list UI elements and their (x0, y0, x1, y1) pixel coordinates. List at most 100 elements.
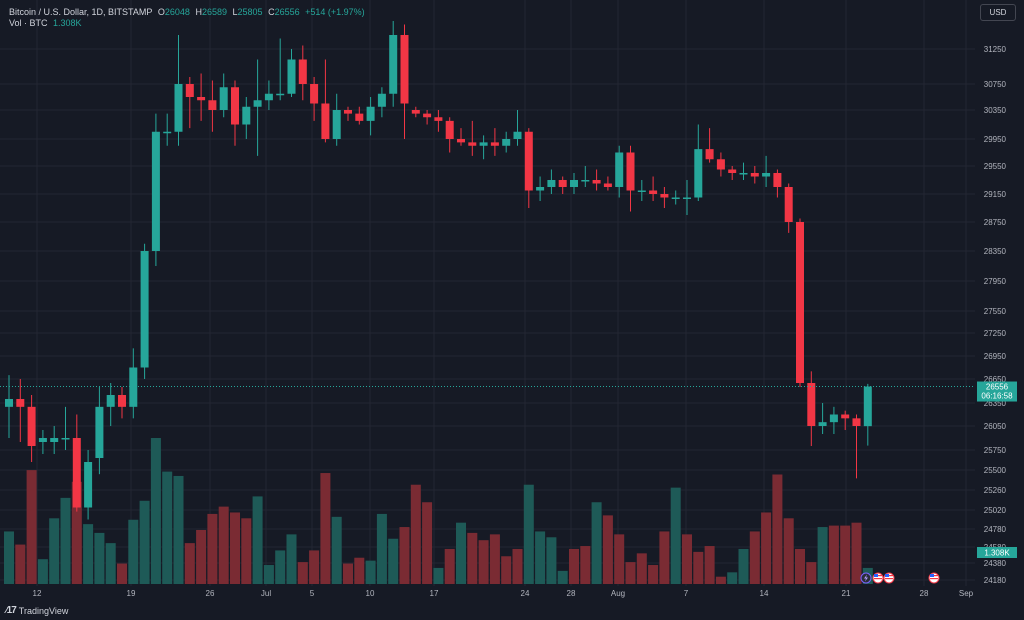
tradingview-logo[interactable]: ⁄17 TradingView (6, 605, 68, 616)
candle-body (151, 131, 160, 251)
candle (649, 176, 658, 201)
volume-bar (648, 565, 659, 584)
candle (50, 426, 59, 454)
candle-body (174, 84, 183, 132)
candle-body (490, 142, 499, 146)
high-label: H (195, 7, 202, 17)
candle-body (95, 406, 104, 458)
us-flag-icon[interactable] (883, 572, 895, 584)
price-tick-label: 27550 (984, 307, 1007, 316)
volume-bar (512, 548, 523, 584)
volume-bar (117, 563, 127, 584)
volume-bar (467, 532, 478, 584)
time-tick-label: 28 (567, 589, 576, 598)
symbol-title[interactable]: Bitcoin / U.S. Dollar, 1D, BITSTAMP (9, 7, 153, 17)
volume-bar (580, 546, 591, 584)
open-value: 26048 (164, 7, 190, 17)
candle (310, 77, 319, 121)
candle-body (208, 100, 217, 110)
volume-bar (478, 540, 489, 584)
volume-bar (343, 563, 353, 584)
volume-bar (83, 524, 94, 584)
candle (716, 152, 725, 177)
volume-bar (591, 502, 602, 584)
candle-body (219, 87, 228, 110)
candle-body (468, 142, 477, 146)
volume-bar (772, 474, 783, 584)
events-row[interactable] (860, 572, 940, 584)
candle (818, 403, 827, 434)
us-flag-icon[interactable] (928, 572, 940, 584)
candle (468, 120, 477, 156)
candle-body (570, 180, 578, 187)
candle-body (705, 149, 714, 160)
candle (253, 59, 262, 156)
candle (174, 35, 183, 146)
candle-body (524, 131, 533, 191)
volume-bar (569, 548, 579, 584)
candle-body (615, 152, 624, 187)
candle (547, 169, 556, 194)
lightning-icon[interactable] (860, 572, 872, 584)
candle (615, 145, 624, 198)
time-tick-label: 17 (430, 589, 439, 598)
time-axis[interactable]: 12 19 26 Jul 5 10 17 24 28 Aug 7 14 21 28 Sep (33, 589, 974, 598)
candle-body (750, 173, 759, 177)
candle-body (27, 406, 36, 446)
close-value: 26556 (274, 7, 300, 17)
candle-body (660, 194, 669, 198)
candle (27, 395, 36, 462)
candle (287, 49, 296, 97)
currency-button[interactable]: USD (980, 4, 1016, 21)
last-price-label-bg (977, 381, 1017, 402)
volume-label[interactable]: Vol · BTC (9, 18, 48, 28)
volume-bar (715, 576, 726, 584)
time-tick-label: 26 (206, 589, 215, 598)
volume-bar (602, 515, 613, 584)
volume-bar (297, 562, 308, 584)
us-flag-icon[interactable] (872, 572, 884, 584)
candle-body (321, 103, 330, 139)
candle (163, 113, 172, 146)
volume-bar (783, 518, 794, 584)
candle-body (377, 93, 386, 107)
price-axis[interactable]: 31250 30750 30350 29950 29550 29150 28750 28350… (984, 45, 1007, 585)
volume-bar (523, 484, 534, 584)
candle (796, 218, 804, 387)
candle (197, 73, 206, 121)
tradingview-brand-text: TradingView (18, 605, 69, 616)
volume-bar (410, 484, 421, 584)
candle-body (423, 113, 432, 118)
open-label: O (157, 7, 165, 17)
price-tick-label: 24780 (984, 525, 1007, 534)
candle-body (5, 399, 13, 407)
volume-bar (546, 537, 557, 584)
candle-body (72, 438, 81, 508)
candle (129, 348, 138, 419)
volume-bar (817, 527, 828, 584)
candle (332, 93, 341, 146)
volume-bar (806, 562, 817, 584)
volume-bar (4, 531, 14, 584)
volume-bar (184, 543, 195, 584)
price-tick-label: 28350 (984, 247, 1007, 256)
candle (106, 383, 115, 426)
candle (490, 128, 499, 156)
volume-bar (749, 531, 760, 584)
candle (513, 110, 522, 146)
candle (694, 124, 703, 201)
volume-info-row: Vol · BTC 1.308K (9, 18, 85, 28)
time-tick-label: Aug (611, 589, 625, 598)
candle-body (129, 367, 138, 407)
candle (750, 166, 759, 184)
candle-body (84, 462, 93, 508)
candle-countdown: 06:16:58 (981, 392, 1013, 401)
candle (38, 430, 47, 454)
candle-body (310, 84, 319, 104)
volume-bar (150, 438, 161, 584)
candle-body (445, 120, 454, 139)
price-tick-label: 29550 (984, 162, 1007, 171)
volume-bar (207, 513, 218, 584)
